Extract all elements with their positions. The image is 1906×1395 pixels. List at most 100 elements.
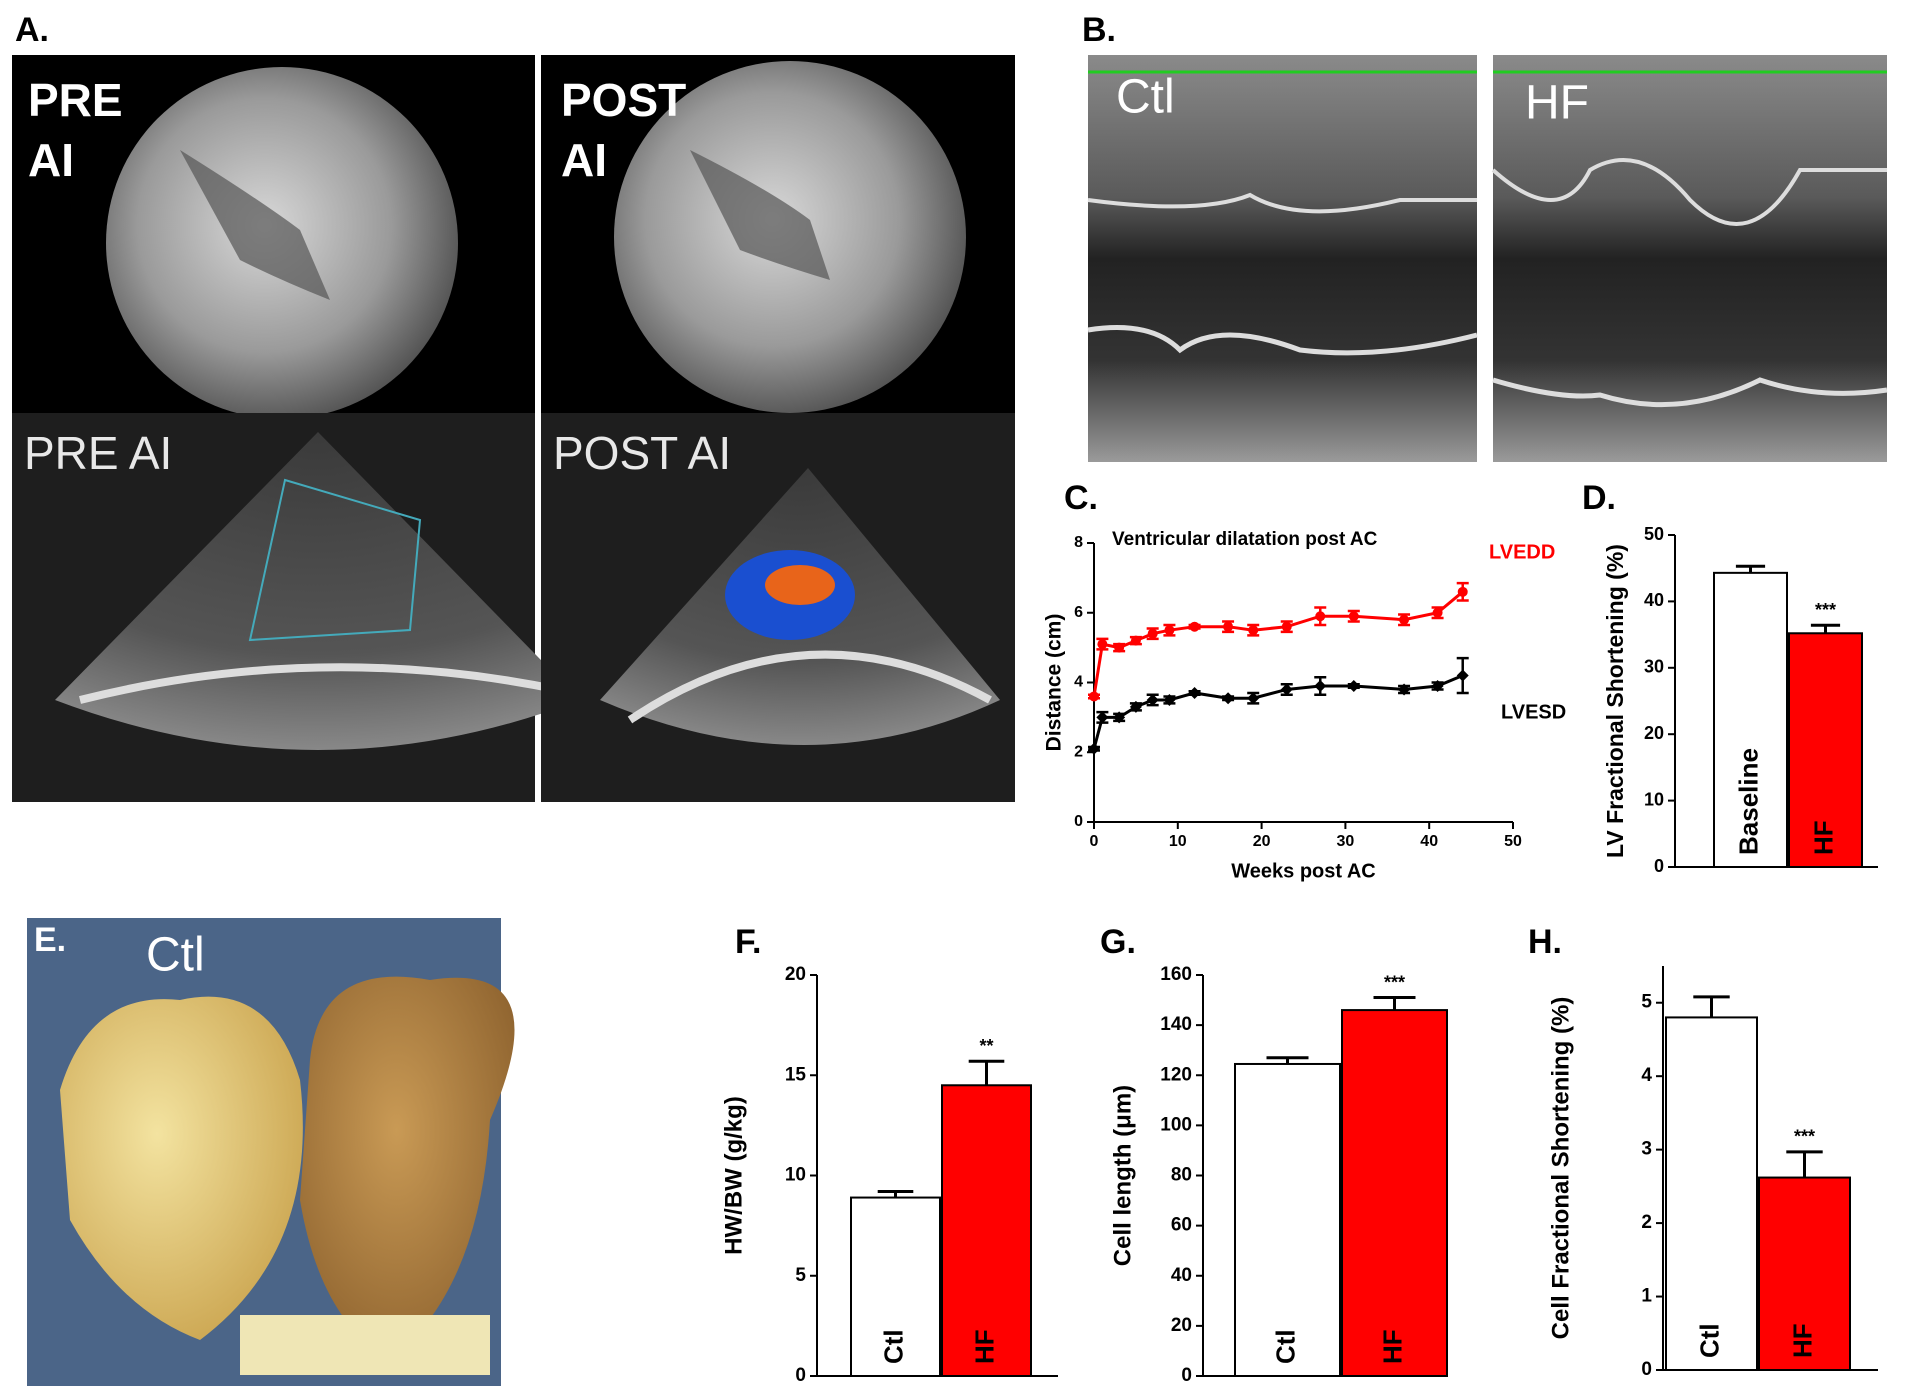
- bar: [1758, 1176, 1851, 1371]
- data-point: [1129, 700, 1142, 713]
- data-point: [1431, 679, 1444, 692]
- data-point: [1146, 693, 1159, 706]
- category-label: HF: [969, 1329, 999, 1364]
- data-point: [1130, 635, 1141, 646]
- panel-label: C.: [1064, 479, 1098, 517]
- image-caption: Ctl: [1116, 71, 1175, 124]
- y-tick-label: 40: [1644, 590, 1664, 610]
- data-point: [1163, 693, 1176, 706]
- panel-label: A.: [15, 11, 49, 49]
- image-caption: POST AI: [553, 427, 731, 479]
- y-tick-label: 0: [1654, 856, 1664, 876]
- y-tick-label: 30: [1644, 657, 1664, 677]
- data-point: [1248, 625, 1259, 636]
- data-point: [1314, 679, 1327, 692]
- x-tick-label: 20: [1253, 833, 1271, 850]
- data-point: [1089, 691, 1099, 702]
- m-mode-image: [1088, 55, 1477, 462]
- y-tick-label: 20: [1644, 723, 1664, 743]
- y-tick-label: 20: [785, 964, 806, 985]
- y-tick-label: 100: [1160, 1114, 1192, 1135]
- data-point: [1457, 586, 1468, 597]
- data-point: [1432, 607, 1443, 618]
- x-tick-label: 0: [1090, 833, 1099, 850]
- y-tick-label: 80: [1171, 1165, 1192, 1186]
- y-tick-label: 0: [1074, 813, 1083, 830]
- y-tick-label: 3: [1641, 1139, 1652, 1160]
- y-tick-label: 6: [1074, 604, 1083, 621]
- data-point: [1280, 683, 1293, 696]
- image-caption: HF: [535, 929, 599, 982]
- echo-structure: [79, 663, 561, 704]
- y-tick-label: 160: [1160, 964, 1192, 985]
- category-label: Ctl: [878, 1329, 908, 1364]
- data-point: [1347, 679, 1360, 692]
- panel-label: E.: [34, 921, 66, 959]
- data-point: [1456, 669, 1469, 682]
- significance: ***: [1794, 1127, 1815, 1147]
- y-tick-label: 20: [1171, 1315, 1192, 1336]
- data-point: [1315, 611, 1326, 622]
- data-point: [1088, 742, 1100, 755]
- error-bar: [968, 1059, 1005, 1086]
- data-point: [1189, 621, 1200, 632]
- data-point: [1114, 642, 1125, 653]
- category-label: Ctl: [1270, 1329, 1300, 1364]
- angiogram-shadow: [690, 150, 830, 280]
- data-point: [1281, 621, 1292, 632]
- echo-structure: [627, 650, 992, 724]
- y-axis-label: Cell length (μm): [1109, 1085, 1136, 1266]
- series-label: LVESD: [1501, 701, 1566, 723]
- data-point: [1096, 711, 1109, 724]
- data-point: [1399, 614, 1410, 625]
- data-point: [1147, 628, 1158, 639]
- data-point: [1113, 711, 1126, 724]
- y-tick-label: 4: [1641, 1065, 1652, 1086]
- y-tick-label: 0: [1641, 1359, 1652, 1380]
- heart-hf: [300, 976, 515, 1360]
- panel-label: D.: [1582, 479, 1616, 517]
- data-point: [1348, 611, 1359, 622]
- chart-title: Ventricular dilatation post AC: [1112, 529, 1378, 550]
- panel-label: F.: [735, 923, 761, 961]
- x-tick-label: 50: [1504, 833, 1522, 850]
- y-tick-label: 10: [1644, 789, 1664, 809]
- y-tick-label: 8: [1074, 534, 1083, 551]
- y-tick-label: 0: [795, 1365, 806, 1386]
- y-axis-label: LV Fractional Shortening (%): [1602, 544, 1628, 858]
- y-tick-label: 2: [1641, 1212, 1652, 1233]
- data-point: [1097, 639, 1108, 650]
- bar: [1713, 571, 1788, 869]
- image-caption: PRE: [28, 74, 123, 126]
- category-label: Baseline: [1733, 748, 1763, 855]
- panel-label: G.: [1100, 923, 1136, 961]
- image-caption: AI: [561, 134, 607, 186]
- image-caption: HF: [1525, 77, 1589, 130]
- angiogram-shadow: [180, 150, 330, 300]
- error-bar: [1735, 564, 1766, 573]
- y-axis-label: HW/BW (g/kg): [720, 1096, 747, 1255]
- y-tick-label: 50: [1644, 524, 1664, 544]
- bar: [1788, 632, 1863, 868]
- y-tick-label: 0: [1181, 1365, 1192, 1386]
- bar: [850, 1196, 941, 1378]
- wall-echo: [1492, 377, 1888, 408]
- image-caption: Ctl: [146, 929, 205, 982]
- wall-echo: [1087, 325, 1478, 356]
- ruler: [240, 1315, 490, 1375]
- image-caption: AI: [28, 134, 74, 186]
- data-point: [1398, 683, 1411, 696]
- y-tick-label: 10: [785, 1165, 806, 1186]
- image-caption: POST: [561, 74, 686, 126]
- category-label: HF: [1808, 820, 1838, 855]
- error-bar: [1786, 1150, 1823, 1178]
- data-point: [1247, 692, 1260, 705]
- error-bar: [1693, 995, 1730, 1018]
- y-tick-label: 140: [1160, 1014, 1192, 1035]
- y-tick-label: 4: [1074, 674, 1083, 691]
- category-label: Ctl: [1694, 1323, 1724, 1358]
- y-tick-label: 15: [785, 1064, 807, 1085]
- x-tick-label: 30: [1337, 833, 1355, 850]
- category-label: HF: [1377, 1329, 1407, 1364]
- error-bar: [1266, 1056, 1309, 1064]
